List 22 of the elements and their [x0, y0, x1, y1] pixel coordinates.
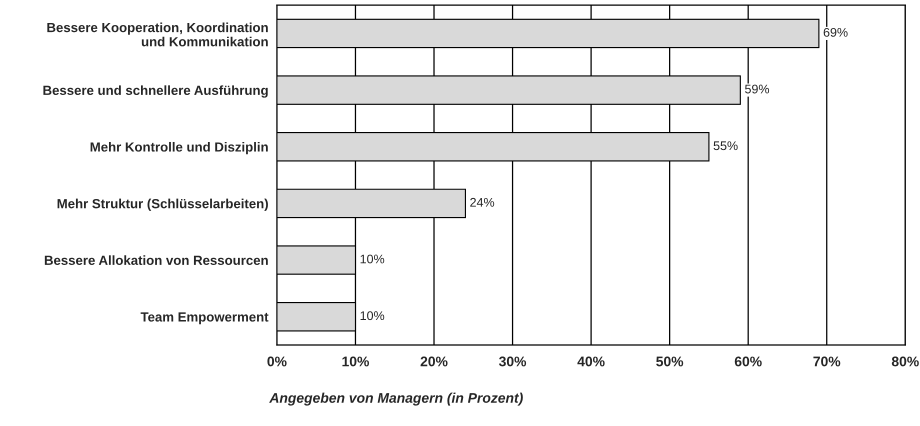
- y-tick-label: Bessere und schnellere Ausführung: [43, 85, 268, 98]
- x-axis-title: Angegeben von Managern (in Prozent): [269, 392, 523, 406]
- data-label: 55%: [714, 141, 738, 150]
- x-tick-label: 40%: [577, 356, 605, 366]
- y-tick-label: Mehr Struktur (Schlüsselarbeiten): [58, 198, 268, 211]
- x-tick-label: 60%: [734, 356, 762, 366]
- y-tick-label: Bessere Allokation von Ressourcen: [44, 255, 268, 265]
- x-tick-label: 10%: [342, 356, 369, 366]
- x-tick-label: 70%: [813, 356, 840, 366]
- data-label: 59%: [745, 84, 770, 94]
- y-tick-label: Bessere Kooperation, Koordination und Kommunikation: [47, 22, 268, 46]
- x-tick-label: 50%: [656, 356, 684, 366]
- data-label: 10%: [360, 311, 384, 320]
- y-tick-label: Team Empowerment: [140, 312, 268, 324]
- data-label: 10%: [360, 254, 384, 264]
- data-label: 24%: [470, 198, 494, 207]
- data-label: 69%: [824, 28, 848, 37]
- x-tick-label: 80%: [892, 356, 919, 366]
- x-tick-label: 0%: [267, 356, 287, 366]
- x-tick-label: 30%: [498, 356, 526, 366]
- y-tick-label: Mehr Kontrolle und Disziplin: [90, 142, 268, 154]
- x-tick-label: 20%: [420, 356, 448, 366]
